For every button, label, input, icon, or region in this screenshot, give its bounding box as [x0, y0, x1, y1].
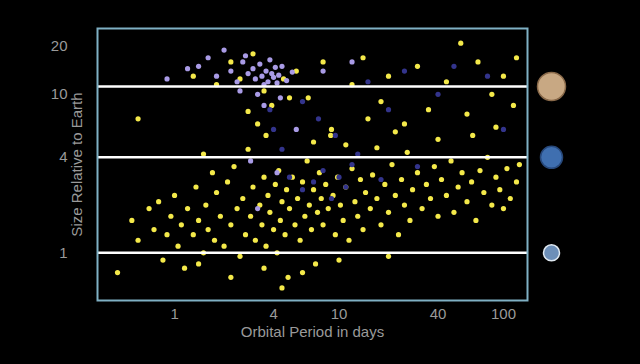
svg-text:10: 10 [331, 305, 348, 322]
svg-text:Orbital Period in days: Orbital Period in days [241, 323, 384, 340]
svg-text:1: 1 [59, 244, 67, 261]
svg-text:10: 10 [51, 85, 68, 102]
svg-text:4: 4 [269, 305, 277, 322]
svg-text:40: 40 [430, 305, 447, 322]
svg-text:100: 100 [491, 305, 516, 322]
svg-text:Size Relative to Earth: Size Relative to Earth [68, 92, 85, 236]
svg-text:1: 1 [170, 305, 178, 322]
svg-text:4: 4 [59, 148, 67, 165]
svg-text:20: 20 [51, 37, 68, 54]
